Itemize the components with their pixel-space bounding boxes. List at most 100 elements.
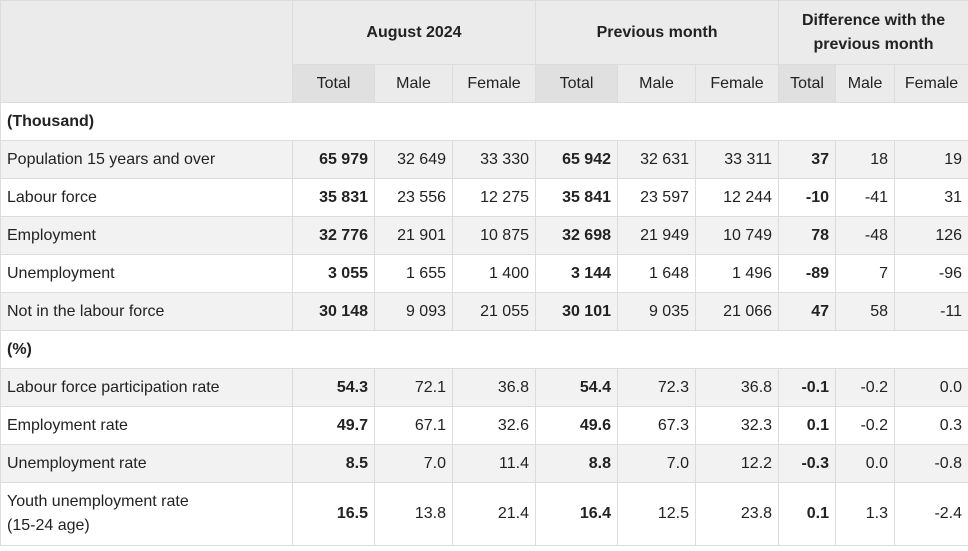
cell-previous-male: 9 035: [617, 292, 696, 331]
cell-difference-female: 0.0: [894, 368, 968, 407]
cell-current-female: 12 275: [452, 178, 536, 217]
cell-previous-female: 12 244: [694, 178, 780, 217]
cell-difference-total: 78: [778, 216, 837, 255]
row-label: Unemployment: [0, 254, 293, 293]
cell-difference-total: 0.1: [778, 482, 837, 546]
cell-difference-female: -2.4: [894, 482, 968, 546]
subheader-female: Female: [452, 64, 536, 103]
row-label: Unemployment rate: [0, 444, 293, 483]
cell-difference-total: -0.1: [778, 368, 837, 407]
subheader-female: Female: [694, 64, 780, 103]
cell-current-total: 30 148: [292, 292, 375, 331]
cell-difference-female: 31: [894, 178, 968, 217]
table-body: (Thousand) Population 15 years and over 65…: [0, 102, 968, 546]
row-label: Labour force participation rate: [0, 368, 293, 407]
row-label: Youth unemployment rate (15-24 age): [0, 482, 293, 546]
cell-current-total: 16.5: [292, 482, 375, 546]
cell-difference-male: 7: [835, 254, 896, 293]
cell-current-female: 36.8: [452, 368, 536, 407]
cell-difference-female: -11: [894, 292, 968, 331]
cell-current-female: 1 400: [452, 254, 536, 293]
table-row: Population 15 years and over 65 979 32 649…: [0, 140, 968, 179]
cell-current-female: 11.4: [452, 444, 536, 483]
cell-previous-male: 23 597: [617, 178, 696, 217]
cell-current-male: 23 556: [374, 178, 453, 217]
table-row: Not in the labour force 30 148 9 093 21 055…: [0, 292, 968, 331]
table-row: Employment rate 49.7 67.1 32.6 49.6 67.3 32.3 0…: [0, 406, 968, 445]
cell-previous-total: 32 698: [535, 216, 618, 255]
cell-previous-female: 21 066: [694, 292, 780, 331]
row-label: Population 15 years and over: [0, 140, 293, 179]
table-row: Employment 32 776 21 901 10 875 32 698 21 949…: [0, 216, 968, 255]
cell-difference-male: -41: [835, 178, 896, 217]
cell-previous-female: 10 749: [694, 216, 780, 255]
row-label-line2: (15-24 age): [7, 517, 90, 534]
cell-difference-male: 1.3: [835, 482, 896, 546]
table-row: Unemployment rate 8.5 7.0 11.4 8.8 7.0 12.2 -0.…: [0, 444, 968, 483]
subheader-total: Total: [292, 64, 375, 103]
cell-difference-female: 126: [894, 216, 968, 255]
subheader-male: Male: [835, 64, 896, 103]
cell-previous-total: 35 841: [535, 178, 618, 217]
cell-difference-total: 0.1: [778, 406, 837, 445]
row-label: Not in the labour force: [0, 292, 293, 331]
subheader-total: Total: [535, 64, 618, 103]
cell-difference-male: -48: [835, 216, 896, 255]
cell-current-female: 10 875: [452, 216, 536, 255]
cell-current-male: 1 655: [374, 254, 453, 293]
table-row: Youth unemployment rate (15-24 age) 16.5 13…: [0, 482, 968, 546]
cell-difference-total: -89: [778, 254, 837, 293]
cell-difference-total: -10: [778, 178, 837, 217]
section-header-row: (Thousand): [0, 102, 968, 141]
cell-current-total: 8.5: [292, 444, 375, 483]
cell-previous-total: 3 144: [535, 254, 618, 293]
cell-current-male: 21 901: [374, 216, 453, 255]
group-header-current: August 2024: [292, 0, 536, 65]
cell-current-total: 54.3: [292, 368, 375, 407]
cell-current-total: 65 979: [292, 140, 375, 179]
section-title: (%): [0, 330, 968, 369]
group-header-difference: Difference with the previous month: [778, 0, 968, 65]
cell-previous-female: 33 311: [694, 140, 780, 179]
cell-difference-male: -0.2: [835, 406, 896, 445]
cell-previous-total: 54.4: [535, 368, 618, 407]
cell-difference-male: 0.0: [835, 444, 896, 483]
row-label: Labour force: [0, 178, 293, 217]
cell-current-total: 3 055: [292, 254, 375, 293]
cell-difference-male: 18: [835, 140, 896, 179]
cell-current-female: 33 330: [452, 140, 536, 179]
subheader-male: Male: [374, 64, 453, 103]
section-title: (Thousand): [0, 102, 968, 141]
cell-previous-female: 32.3: [694, 406, 780, 445]
cell-previous-male: 72.3: [617, 368, 696, 407]
cell-previous-total: 49.6: [535, 406, 618, 445]
cell-difference-total: 37: [778, 140, 837, 179]
cell-previous-male: 67.3: [617, 406, 696, 445]
cell-previous-male: 7.0: [617, 444, 696, 483]
table-header: August 2024 Previous month Difference wi…: [0, 0, 968, 103]
cell-current-total: 32 776: [292, 216, 375, 255]
group-header-previous: Previous month: [534, 0, 780, 65]
cell-current-male: 32 649: [374, 140, 453, 179]
cell-difference-female: -0.8: [894, 444, 968, 483]
row-label-line1: Youth unemployment rate: [7, 493, 189, 510]
subheader-female: Female: [894, 64, 968, 103]
cell-current-male: 7.0: [374, 444, 453, 483]
cell-previous-female: 12.2: [694, 444, 780, 483]
cell-current-male: 9 093: [374, 292, 453, 331]
cell-previous-total: 8.8: [535, 444, 618, 483]
cell-previous-female: 23.8: [694, 482, 780, 546]
section-header-row: (%): [0, 330, 968, 369]
header-corner: [0, 0, 293, 103]
cell-previous-total: 30 101: [535, 292, 618, 331]
subheader-male: Male: [617, 64, 696, 103]
cell-previous-female: 36.8: [694, 368, 780, 407]
cell-difference-female: 0.3: [894, 406, 968, 445]
cell-previous-total: 16.4: [535, 482, 618, 546]
cell-difference-male: -0.2: [835, 368, 896, 407]
cell-current-male: 67.1: [374, 406, 453, 445]
cell-difference-total: -0.3: [778, 444, 837, 483]
cell-difference-male: 58: [835, 292, 896, 331]
row-label: Employment rate: [0, 406, 293, 445]
